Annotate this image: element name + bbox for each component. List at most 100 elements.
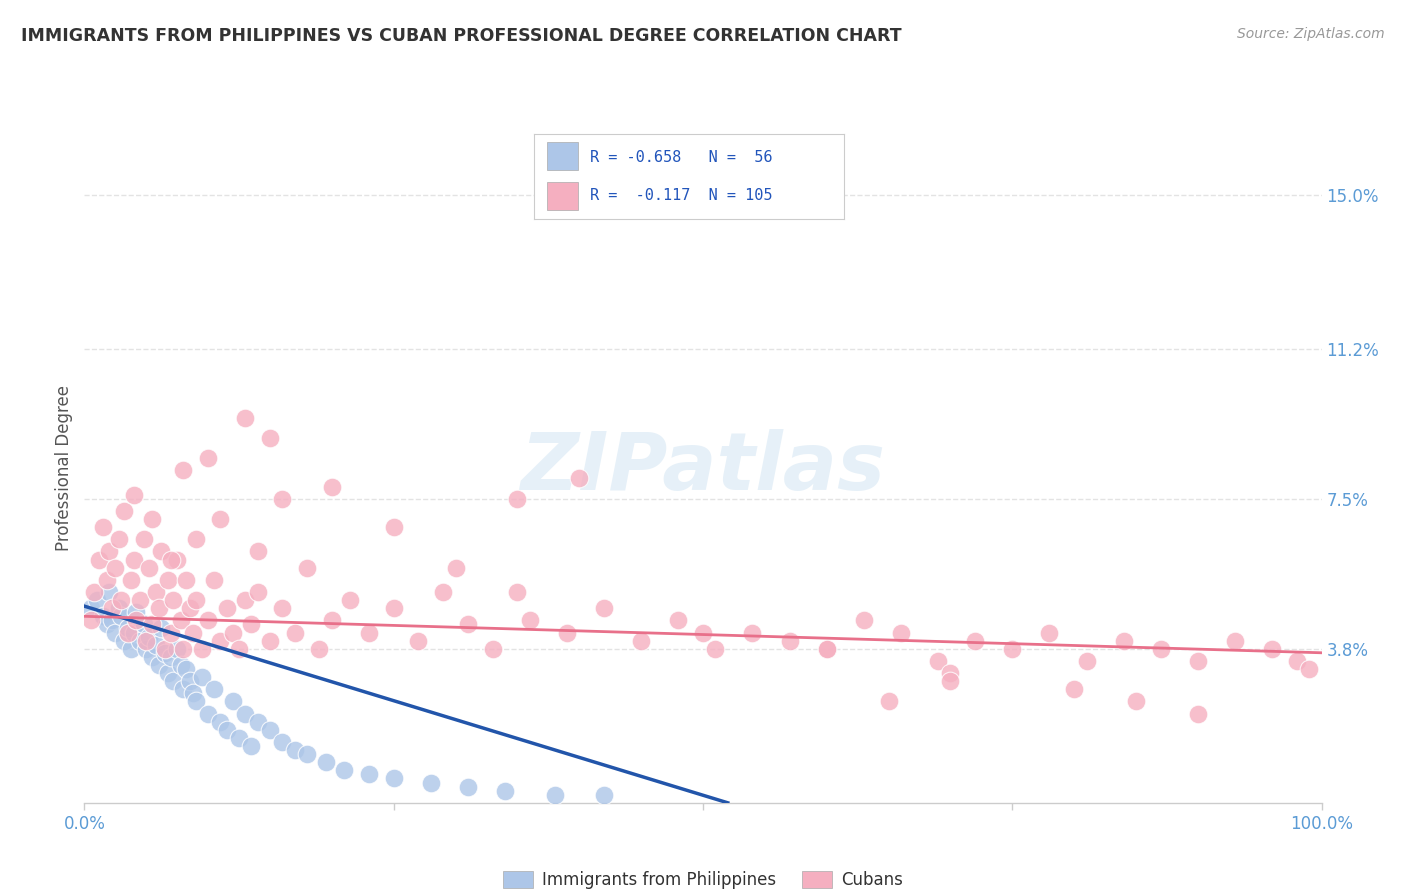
- Point: [148, 657, 170, 672]
- Point: [271, 601, 294, 615]
- Point: [157, 573, 180, 587]
- Point: [1001, 641, 1024, 656]
- Point: [246, 585, 269, 599]
- Text: R =  -0.117  N = 105: R = -0.117 N = 105: [591, 188, 772, 203]
- Point: [138, 560, 160, 574]
- Point: [382, 520, 405, 534]
- Point: [240, 739, 263, 753]
- Point: [112, 504, 135, 518]
- Point: [108, 601, 131, 615]
- Point: [166, 552, 188, 566]
- Point: [315, 756, 337, 770]
- Point: [100, 601, 122, 615]
- Point: [184, 533, 207, 547]
- Point: [122, 625, 145, 640]
- Point: [89, 552, 111, 566]
- Point: [271, 735, 294, 749]
- Point: [1150, 641, 1173, 656]
- Point: [138, 630, 160, 644]
- Point: [150, 544, 173, 558]
- Point: [543, 788, 565, 802]
- Point: [150, 622, 173, 636]
- Point: [117, 622, 139, 636]
- Point: [172, 682, 194, 697]
- Point: [1063, 682, 1085, 697]
- Point: [141, 649, 163, 664]
- Point: [284, 743, 307, 757]
- Point: [419, 775, 441, 789]
- Point: [191, 670, 214, 684]
- Point: [630, 633, 652, 648]
- Point: [1298, 662, 1320, 676]
- Point: [96, 617, 118, 632]
- Point: [112, 633, 135, 648]
- Y-axis label: Professional Degree: Professional Degree: [55, 385, 73, 551]
- Point: [209, 633, 232, 648]
- Point: [122, 488, 145, 502]
- Point: [197, 706, 219, 721]
- Point: [191, 641, 214, 656]
- Point: [233, 706, 256, 721]
- Point: [1223, 633, 1246, 648]
- Point: [1187, 654, 1209, 668]
- Point: [157, 666, 180, 681]
- Point: [519, 613, 541, 627]
- Point: [233, 593, 256, 607]
- Point: [83, 585, 105, 599]
- Point: [79, 601, 101, 615]
- Point: [132, 617, 155, 632]
- Point: [965, 633, 987, 648]
- FancyBboxPatch shape: [547, 143, 578, 170]
- Point: [432, 585, 454, 599]
- Point: [240, 617, 263, 632]
- Point: [215, 601, 238, 615]
- Point: [135, 633, 157, 648]
- Point: [815, 641, 838, 656]
- Point: [741, 625, 763, 640]
- Point: [494, 783, 516, 797]
- Point: [259, 723, 281, 737]
- Point: [692, 625, 714, 640]
- Legend: Immigrants from Philippines, Cubans: Immigrants from Philippines, Cubans: [496, 864, 910, 892]
- Point: [125, 613, 148, 627]
- Point: [86, 593, 108, 607]
- Point: [125, 605, 148, 619]
- Point: [506, 491, 529, 506]
- Point: [939, 666, 962, 681]
- Point: [117, 625, 139, 640]
- Point: [79, 613, 101, 627]
- Point: [339, 593, 361, 607]
- Point: [170, 613, 193, 627]
- Point: [172, 641, 194, 656]
- Point: [481, 641, 503, 656]
- Point: [259, 633, 281, 648]
- Point: [172, 463, 194, 477]
- Point: [444, 560, 467, 574]
- Point: [197, 613, 219, 627]
- Point: [181, 686, 204, 700]
- Point: [295, 560, 318, 574]
- Point: [568, 471, 591, 485]
- Point: [852, 613, 875, 627]
- Point: [246, 544, 269, 558]
- Point: [877, 694, 900, 708]
- Point: [593, 601, 616, 615]
- Point: [457, 617, 479, 632]
- Point: [160, 552, 183, 566]
- Point: [160, 625, 183, 640]
- Point: [246, 714, 269, 729]
- Point: [202, 682, 225, 697]
- Point: [815, 641, 838, 656]
- Point: [890, 625, 912, 640]
- Point: [162, 593, 184, 607]
- Point: [271, 491, 294, 506]
- Point: [174, 662, 197, 676]
- Text: IMMIGRANTS FROM PHILIPPINES VS CUBAN PROFESSIONAL DEGREE CORRELATION CHART: IMMIGRANTS FROM PHILIPPINES VS CUBAN PRO…: [21, 27, 901, 45]
- Point: [1285, 654, 1308, 668]
- Point: [120, 641, 142, 656]
- Point: [160, 649, 183, 664]
- Point: [382, 601, 405, 615]
- Point: [135, 641, 157, 656]
- Point: [222, 694, 245, 708]
- Point: [122, 552, 145, 566]
